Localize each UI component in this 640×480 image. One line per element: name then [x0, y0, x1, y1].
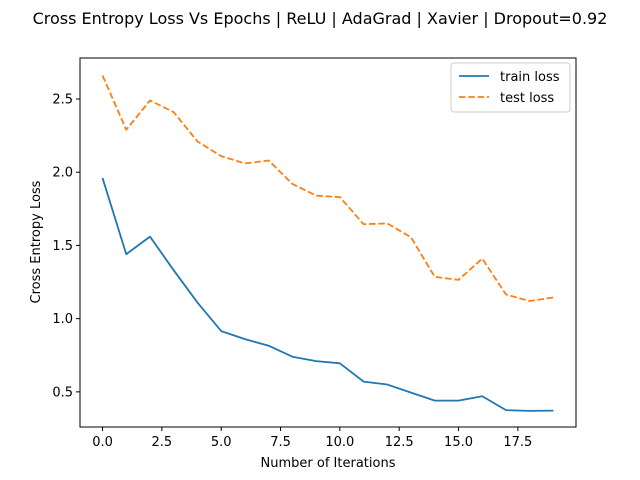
series-layer — [101, 75, 554, 412]
legend-label-test-loss: test loss — [500, 91, 554, 106]
y-tick-label: 0.5 — [52, 385, 73, 400]
legend: train loss test loss — [450, 62, 571, 113]
chart-title: Cross Entropy Loss Vs Epochs | ReLU | Ad… — [33, 9, 608, 28]
legend-label-train-loss: train loss — [500, 70, 560, 85]
plot-frame — [79, 57, 577, 428]
x-tick-label: 10.0 — [325, 435, 354, 450]
x-tick-label: 12.5 — [385, 435, 414, 450]
y-axis-label: Cross Entropy Loss — [29, 180, 44, 303]
y-tick-label: 2.5 — [52, 93, 73, 108]
series-line-test-loss — [101, 75, 554, 302]
y-axis: 0.5 1.0 1.5 2.0 2.5 — [52, 93, 80, 400]
x-tick-label: 7.5 — [270, 435, 291, 450]
y-tick-label: 2.0 — [52, 166, 73, 181]
x-tick-label: 15.0 — [444, 435, 473, 450]
x-tick-label: 2.5 — [152, 435, 173, 450]
x-axis: 0.0 2.5 5.0 7.5 10.0 12.5 15.0 17.5 — [92, 427, 532, 450]
y-tick-label: 1.0 — [52, 312, 73, 327]
series-line-train-loss — [101, 177, 554, 412]
x-tick-label: 0.0 — [92, 435, 113, 450]
x-axis-label: Number of Iterations — [261, 456, 396, 471]
x-tick-label: 17.5 — [503, 435, 532, 450]
x-tick-label: 5.0 — [211, 435, 232, 450]
plot-area — [80, 58, 576, 427]
y-tick-label: 1.5 — [52, 239, 73, 254]
